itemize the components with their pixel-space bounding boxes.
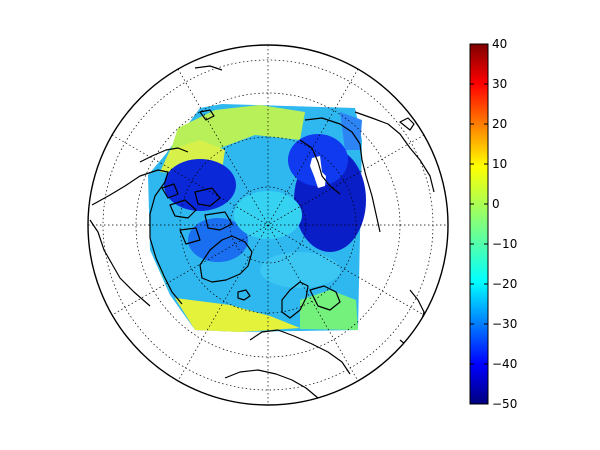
- temperature-field: [148, 104, 366, 332]
- graticule: [88, 45, 448, 405]
- colorbar-tick-label: −50: [492, 397, 517, 411]
- map-boundary: [87, 44, 449, 406]
- colorbar-ticks: 40 30 20 10 0 −10 −20 −30 −40 −50: [470, 37, 517, 411]
- colorbar-tick-label: 10: [492, 157, 507, 171]
- colorbar-tick-label: 20: [492, 117, 507, 131]
- missing-data-patch: [310, 156, 326, 188]
- colorbar-tick-label: 0: [492, 197, 500, 211]
- colorbar-tick-label: 30: [492, 77, 507, 91]
- colorbar-gradient: [469, 43, 489, 405]
- colorbar: 40 30 20 10 0 −10 −20 −30 −40 −50: [469, 37, 517, 411]
- colorbar-tick-label: −40: [492, 357, 517, 371]
- colorbar-tick-label: −20: [492, 277, 517, 291]
- colorbar-tick-label: 40: [492, 37, 507, 51]
- colorbar-tick-label: −10: [492, 237, 517, 251]
- colorbar-tick-label: −30: [492, 317, 517, 331]
- cold-anomaly-west: [164, 159, 236, 211]
- map: [87, 44, 449, 406]
